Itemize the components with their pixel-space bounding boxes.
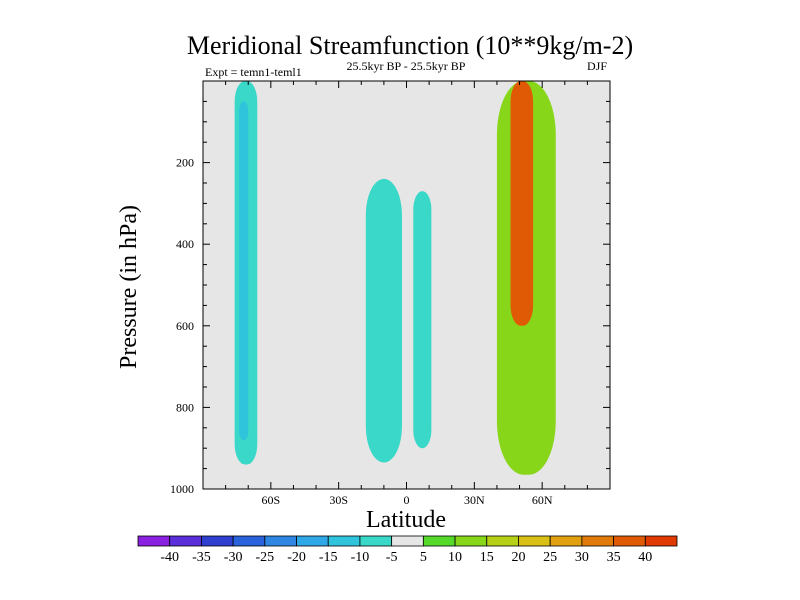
y-tick-label: 800: [176, 400, 194, 414]
colorbar-label: -25: [255, 550, 274, 565]
contour-region-tropical-cell-south: [365, 178, 402, 463]
colorbar-label: -40: [160, 550, 179, 565]
colorbar-box: [391, 535, 424, 547]
colorbar-box: [232, 535, 266, 547]
contour-region-northern-midlat-core: [510, 81, 534, 326]
colorbar-label: -30: [224, 550, 243, 565]
colorbar-box: [613, 535, 646, 547]
experiment-label: Expt = temn1-teml1: [205, 65, 302, 79]
colorbar-box: [644, 535, 678, 547]
colorbar-label: 5: [420, 550, 427, 565]
y-tick-label: 600: [176, 319, 194, 333]
colorbar-box: [201, 535, 234, 547]
colorbar-label: 25: [543, 550, 557, 565]
colorbar-box: [137, 535, 171, 547]
colorbar-box: [518, 535, 551, 547]
colorbar-label: 10: [448, 550, 462, 565]
colorbar-label: 30: [575, 550, 589, 565]
colorbar-box: [549, 535, 583, 547]
period-label: 25.5kyr BP - 25.5kyr BP: [347, 59, 466, 73]
x-axis-label: Latitude: [366, 507, 446, 533]
colorbar-box: [581, 535, 614, 547]
colorbar-label: -15: [319, 550, 338, 565]
y-tick-label: 200: [176, 156, 194, 170]
colorbar-box: [422, 535, 456, 547]
colorbar-label: -5: [386, 550, 398, 565]
colorbar-box: [486, 535, 519, 547]
colorbar-label: -35: [192, 550, 211, 565]
colorbar-label: 40: [638, 550, 652, 565]
colorbar: -40 -35 -30 -25 -20 -15 -10 -5 5 10 15 20 25 30 35 40: [137, 535, 678, 565]
x-tick-label: 60N: [532, 493, 553, 507]
contour-fills: [234, 81, 556, 475]
colorbar-label: 35: [607, 550, 621, 565]
x-tick-label: 60S: [261, 493, 280, 507]
axis-ticks: 60S 30S 0 30N 60N 200 400 600 800 1000: [170, 81, 610, 507]
colorbar-label: 20: [511, 550, 525, 565]
colorbar-label: -10: [351, 550, 370, 565]
y-axis-label: Pressure (in hPa): [116, 205, 142, 369]
colorbar-label: 15: [480, 550, 494, 565]
colorbar-label: -20: [287, 550, 306, 565]
y-tick-label: 400: [176, 237, 194, 251]
colorbar-box: [454, 535, 488, 547]
chart-title: Meridional Streamfunction (10**9kg/m-2): [187, 31, 633, 60]
contour-region-southern-high-lat-core: [239, 101, 249, 441]
y-tick-label: 1000: [170, 482, 194, 496]
x-tick-label: 0: [404, 493, 410, 507]
x-tick-label: 30S: [329, 493, 348, 507]
colorbar-box: [296, 535, 329, 547]
x-tick-label: 30N: [464, 493, 485, 507]
contour-region-tropical-cell-north: [413, 191, 432, 449]
colorbar-box: [327, 535, 361, 547]
colorbar-box: [264, 535, 297, 547]
plot-area: 60S 30S 0 30N 60N 200 400 600 800 1000: [170, 80, 611, 507]
colorbar-box: [359, 535, 393, 547]
colorbar-box: [169, 535, 202, 547]
season-label: DJF: [587, 59, 607, 73]
